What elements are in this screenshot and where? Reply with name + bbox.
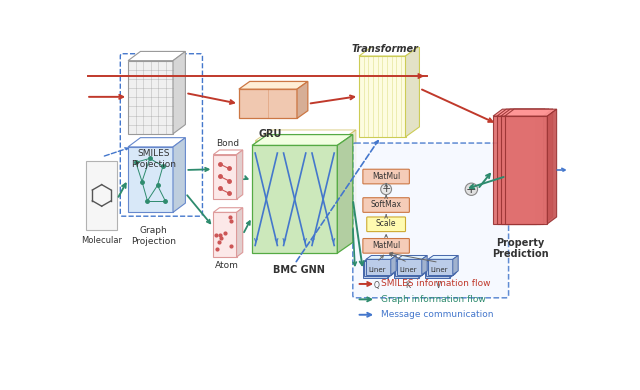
Polygon shape xyxy=(425,262,450,278)
Circle shape xyxy=(465,183,477,195)
Polygon shape xyxy=(397,255,428,259)
Text: Liner: Liner xyxy=(368,267,385,273)
Text: Q: Q xyxy=(374,281,380,290)
Text: SMILES information flow: SMILES information flow xyxy=(381,280,490,289)
Text: V: V xyxy=(436,281,442,290)
Polygon shape xyxy=(359,46,419,56)
Polygon shape xyxy=(239,82,308,89)
Polygon shape xyxy=(493,116,536,224)
Polygon shape xyxy=(540,109,549,224)
Polygon shape xyxy=(406,46,419,137)
Polygon shape xyxy=(173,138,186,212)
Text: SMILES
Projection: SMILES Projection xyxy=(131,149,176,168)
Polygon shape xyxy=(363,262,388,278)
Polygon shape xyxy=(364,261,389,276)
Text: BMC GNN: BMC GNN xyxy=(273,266,324,275)
Polygon shape xyxy=(547,109,557,224)
Text: MatMul: MatMul xyxy=(372,172,400,181)
Polygon shape xyxy=(255,130,356,141)
FancyBboxPatch shape xyxy=(363,169,410,184)
Polygon shape xyxy=(366,259,391,275)
Polygon shape xyxy=(536,109,545,224)
Text: MatMul: MatMul xyxy=(372,241,400,250)
Polygon shape xyxy=(363,259,393,262)
Polygon shape xyxy=(340,130,356,248)
Polygon shape xyxy=(428,259,452,275)
Polygon shape xyxy=(452,255,458,275)
Polygon shape xyxy=(397,259,422,275)
Text: Graph
Projection: Graph Projection xyxy=(131,226,176,246)
Polygon shape xyxy=(213,208,243,212)
Polygon shape xyxy=(396,257,426,261)
Polygon shape xyxy=(213,154,237,199)
FancyBboxPatch shape xyxy=(353,143,509,298)
Polygon shape xyxy=(213,150,243,154)
Text: Atom: Atom xyxy=(215,261,239,270)
Polygon shape xyxy=(543,109,553,224)
Polygon shape xyxy=(425,259,455,262)
Polygon shape xyxy=(128,147,173,212)
Polygon shape xyxy=(394,262,419,278)
Polygon shape xyxy=(388,259,393,278)
Text: Transformer: Transformer xyxy=(352,44,419,55)
Text: Bond: Bond xyxy=(216,140,239,149)
Polygon shape xyxy=(389,257,395,276)
Polygon shape xyxy=(359,56,406,137)
Polygon shape xyxy=(86,161,117,230)
Polygon shape xyxy=(237,208,243,257)
Text: Liner: Liner xyxy=(399,267,417,273)
Polygon shape xyxy=(419,259,424,278)
Text: Scale: Scale xyxy=(376,220,396,229)
Polygon shape xyxy=(505,109,557,116)
Circle shape xyxy=(381,184,392,195)
Polygon shape xyxy=(493,109,545,116)
Polygon shape xyxy=(128,138,186,147)
Polygon shape xyxy=(297,82,308,119)
Polygon shape xyxy=(337,135,353,253)
FancyBboxPatch shape xyxy=(363,198,410,212)
Polygon shape xyxy=(173,51,186,134)
Polygon shape xyxy=(422,255,428,275)
Polygon shape xyxy=(396,261,420,276)
Polygon shape xyxy=(505,116,547,224)
Polygon shape xyxy=(128,61,173,134)
Polygon shape xyxy=(391,255,396,275)
Polygon shape xyxy=(497,109,549,116)
Polygon shape xyxy=(428,255,458,259)
Polygon shape xyxy=(366,255,396,259)
Text: +: + xyxy=(466,183,477,196)
Polygon shape xyxy=(239,89,297,119)
Polygon shape xyxy=(497,116,540,224)
Polygon shape xyxy=(394,259,424,262)
Text: K: K xyxy=(405,281,410,290)
Text: Graph information flow: Graph information flow xyxy=(381,295,486,304)
Polygon shape xyxy=(426,257,457,261)
Polygon shape xyxy=(255,141,340,248)
Text: SoftMax: SoftMax xyxy=(371,200,402,209)
Polygon shape xyxy=(237,150,243,199)
Polygon shape xyxy=(252,145,337,253)
Polygon shape xyxy=(420,257,426,276)
Polygon shape xyxy=(128,51,186,61)
Text: Message communication: Message communication xyxy=(381,310,493,319)
Polygon shape xyxy=(213,212,237,257)
Text: Liner: Liner xyxy=(430,267,447,273)
FancyBboxPatch shape xyxy=(367,217,406,232)
Polygon shape xyxy=(426,261,451,276)
FancyBboxPatch shape xyxy=(363,239,410,253)
Polygon shape xyxy=(252,135,353,145)
Text: Molecular: Molecular xyxy=(81,236,122,245)
Polygon shape xyxy=(364,257,395,261)
Text: +: + xyxy=(381,184,391,194)
Polygon shape xyxy=(450,259,455,278)
Polygon shape xyxy=(501,109,553,116)
Text: Property
Prediction: Property Prediction xyxy=(492,238,548,259)
Polygon shape xyxy=(451,257,457,276)
Text: GRU: GRU xyxy=(259,129,282,139)
Polygon shape xyxy=(501,116,543,224)
